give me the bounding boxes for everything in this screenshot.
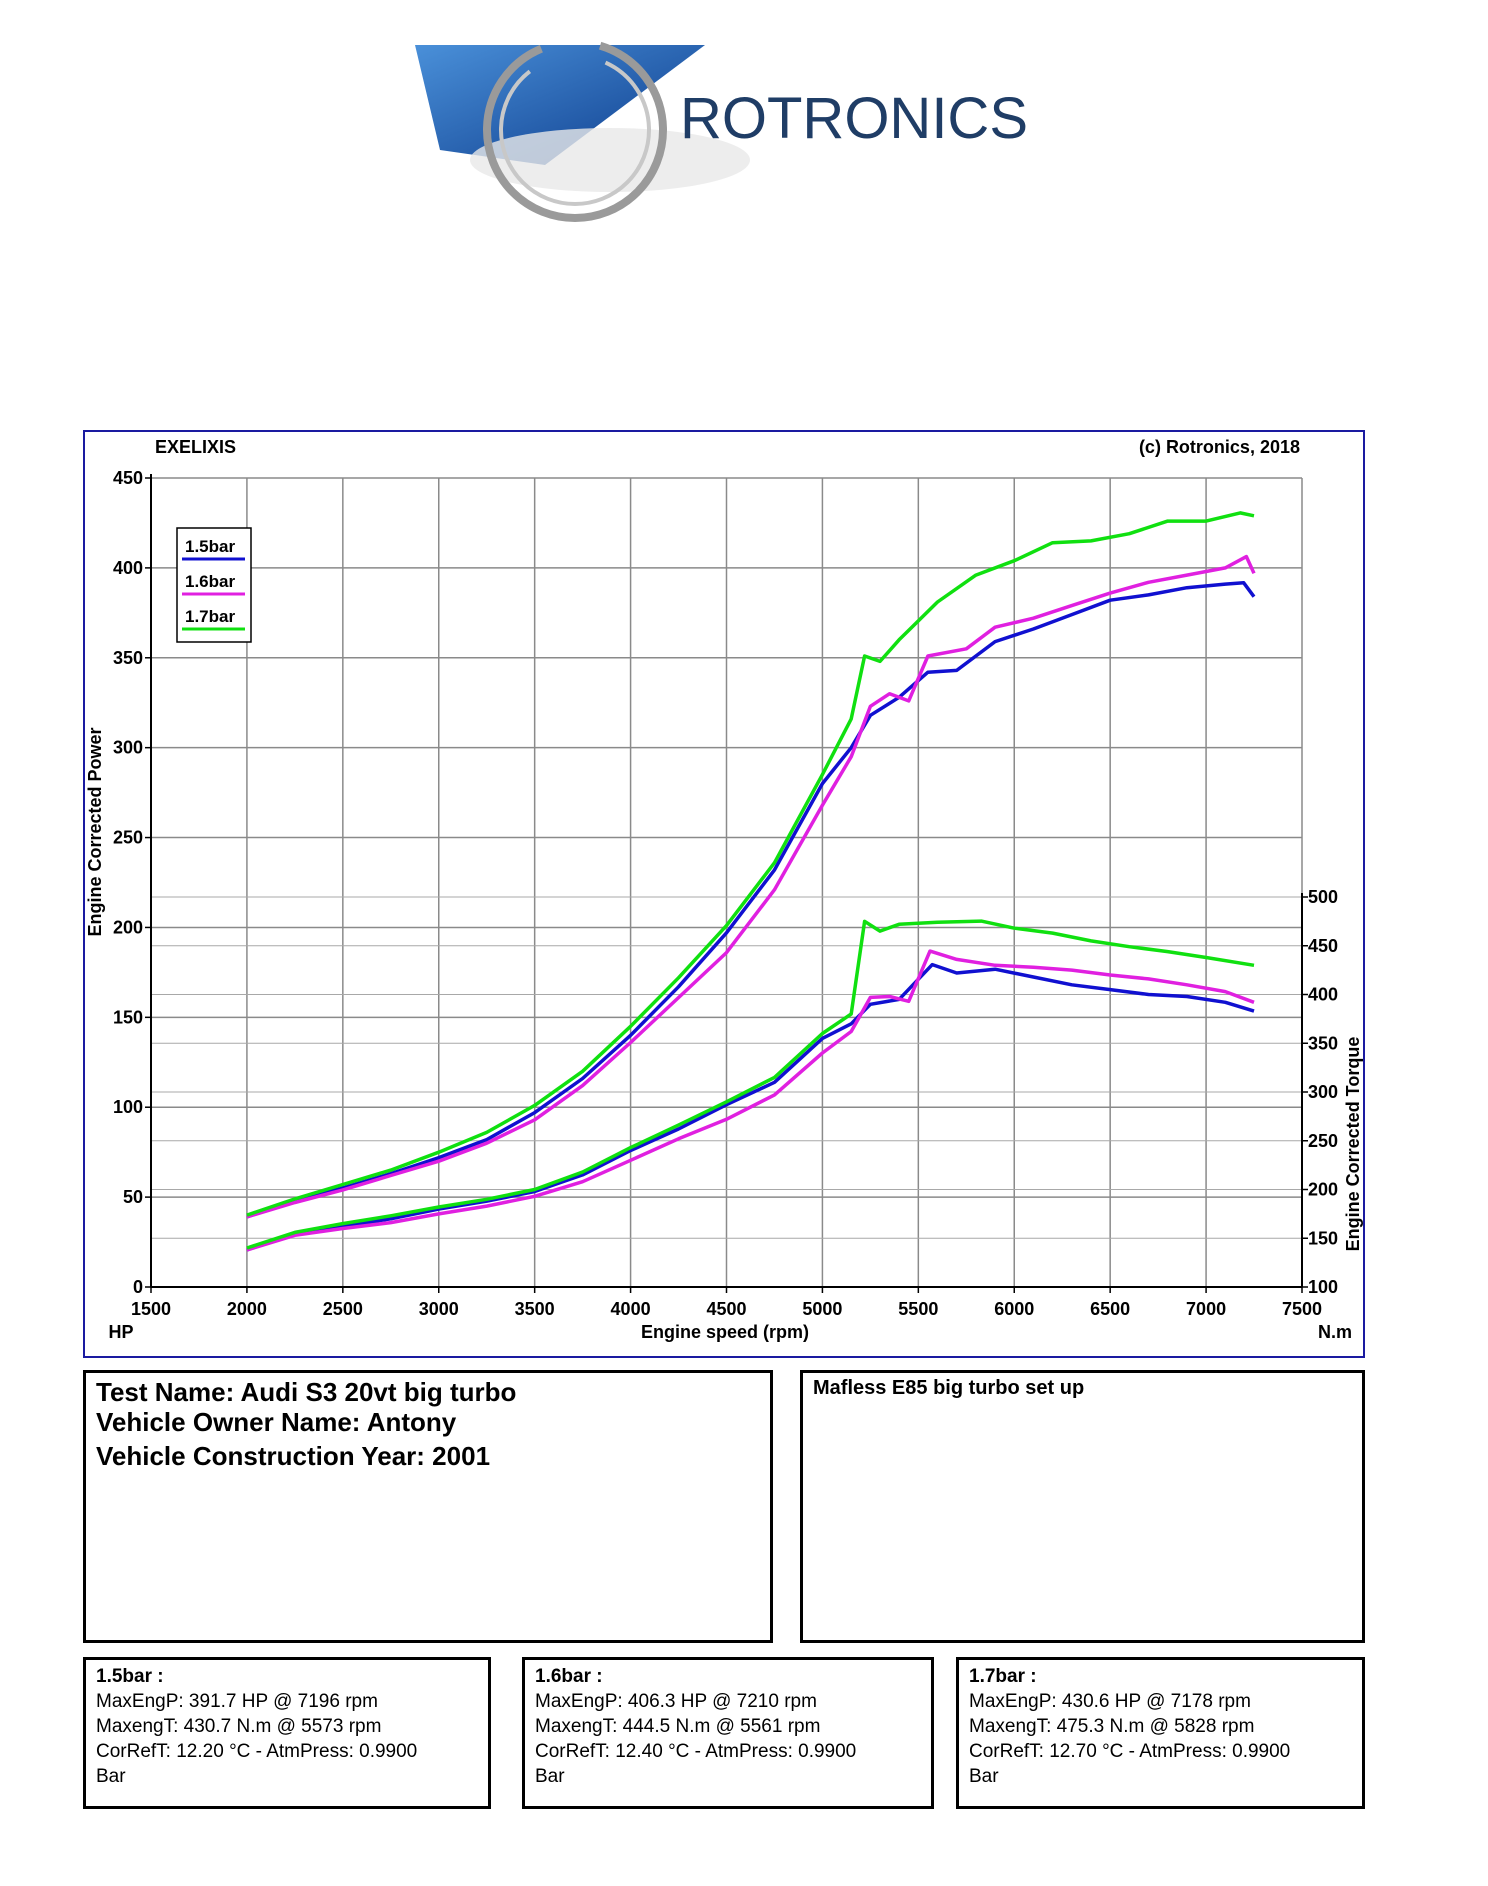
y-tick-label: 200 [113,917,143,937]
legend-label: 1.5bar [185,537,235,556]
y-tick-label: 350 [113,648,143,668]
test-name: Test Name: Audi S3 20vt big turbo [96,1377,517,1407]
legend-label: 1.6bar [185,572,235,591]
result-box-1-6bar: 1.6bar : MaxEngP: 406.3 HP @ 7210 rpm Ma… [522,1657,934,1809]
result-ref: CorRefT: 12.20 °C - AtmPress: 0.9900 [96,1741,418,1762]
result-title: 1.5bar : [96,1666,164,1687]
y-tick-label: 100 [113,1097,143,1117]
rotronics-logo: ROTRONICS [415,38,1028,222]
y2-tick-label: 400 [1308,985,1338,1005]
x-tick-label: 4000 [611,1299,651,1319]
result-box-1-5bar: 1.5bar : MaxEngP: 391.7 HP @ 7196 rpm Ma… [83,1657,491,1809]
result-title: 1.7bar : [969,1666,1037,1687]
x-tick-label: 7000 [1186,1299,1226,1319]
x-tick-label: 2500 [323,1299,363,1319]
y-tick-label: 250 [113,828,143,848]
series-line-1-5bar-torque [246,962,1255,1252]
y-tick-label: 150 [113,1007,143,1027]
y2-tick-label: 500 [1308,887,1338,907]
grid [150,477,1303,1288]
x-tick-label: 2000 [227,1299,267,1319]
y-tick-label: 50 [123,1187,143,1207]
dyno-chart-svg: 1500 2000 2500 3000 3500 4000 4500 5000 5500 6000… [85,437,1363,1342]
x-tick-label: 1500 [131,1299,171,1319]
y2-tick-label: 150 [1308,1228,1338,1248]
y-axis-label: Engine Corrected Power [85,727,105,936]
result-torque: MaxengT: 444.5 N.m @ 5561 rpm [535,1716,821,1737]
series-line-1-6bar-power [246,554,1256,1219]
x2-unit-label: N.m [1318,1322,1352,1342]
x-tick-label: 3500 [515,1299,555,1319]
logo-text: ROTRONICS [680,86,1028,151]
y2-tick-label: 200 [1308,1180,1338,1200]
y2-axis-label: Engine Corrected Torque [1343,1037,1363,1252]
y2-tick-label: 250 [1308,1131,1338,1151]
x-tick-label: 4500 [706,1299,746,1319]
x-tick-label: 6000 [994,1299,1034,1319]
construction-year: Vehicle Construction Year: 2001 [96,1441,491,1471]
result-unit: Bar [96,1766,126,1787]
chart-header-right: (c) Rotronics, 2018 [1139,437,1300,457]
x-tick-label: 5500 [898,1299,938,1319]
x-tick-label: 5000 [802,1299,842,1319]
y-tick-label: 450 [113,468,143,488]
axis-ticks: 1500 2000 2500 3000 3500 4000 4500 5000 5500 6000… [113,468,1338,1319]
series-line-1-5bar-power [246,581,1256,1219]
result-box-1-7bar: 1.7bar : MaxEngP: 430.6 HP @ 7178 rpm Ma… [956,1657,1365,1809]
result-torque: MaxengT: 430.7 N.m @ 5573 rpm [96,1716,382,1737]
x-tick-label: 6500 [1090,1299,1130,1319]
result-ref: CorRefT: 12.70 °C - AtmPress: 0.9900 [969,1741,1291,1762]
vehicle-owner: Vehicle Owner Name: Antony [96,1407,457,1437]
dyno-chart: 1500 2000 2500 3000 3500 4000 4500 5000 5500 6000… [83,430,1365,1358]
x-unit-label: HP [108,1322,133,1342]
y2-tick-label: 300 [1308,1082,1338,1102]
result-unit: Bar [969,1766,999,1787]
chart-header-left: EXELIXIS [155,437,236,457]
series-line-1-7bar-torque [246,919,1255,1250]
x-axis-label: Engine speed (rpm) [641,1322,809,1342]
y2-tick-label: 450 [1308,936,1338,956]
legend: 1.5bar 1.6bar 1.7bar [176,527,252,643]
result-title: 1.6bar : [535,1666,603,1687]
x-tick-label: 7500 [1282,1299,1322,1319]
y-tick-label: 0 [133,1277,143,1297]
series-lines [246,511,1256,1252]
comment-box: Mafless E85 big turbo set up [800,1370,1365,1643]
result-unit: Bar [535,1766,565,1787]
result-power: MaxEngP: 406.3 HP @ 7210 rpm [535,1691,817,1712]
y-tick-label: 400 [113,558,143,578]
result-power: MaxEngP: 430.6 HP @ 7178 rpm [969,1691,1251,1712]
comment-text: Mafless E85 big turbo set up [813,1377,1085,1399]
y-tick-label: 300 [113,738,143,758]
result-torque: MaxengT: 475.3 N.m @ 5828 rpm [969,1716,1255,1737]
y2-tick-label: 100 [1308,1277,1338,1297]
legend-label: 1.7bar [185,607,235,626]
result-power: MaxEngP: 391.7 HP @ 7196 rpm [96,1691,378,1712]
x-tick-label: 3000 [419,1299,459,1319]
series-line-1-7bar-power [246,511,1255,1217]
y2-tick-label: 350 [1308,1033,1338,1053]
series-line-1-6bar-torque [246,949,1255,1252]
result-ref: CorRefT: 12.40 °C - AtmPress: 0.9900 [535,1741,857,1762]
test-info-box: Test Name: Audi S3 20vt big turbo Vehicl… [83,1370,773,1643]
